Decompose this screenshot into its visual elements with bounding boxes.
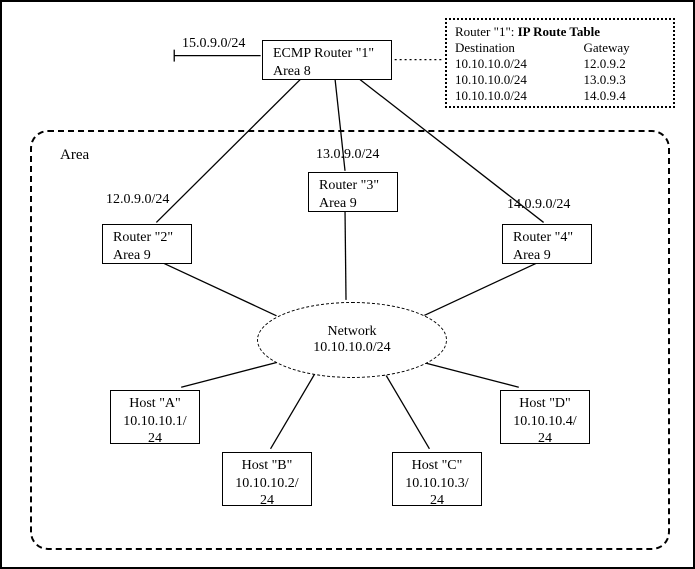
table-row: 10.10.10.0/24 12.0.9.2 xyxy=(455,56,665,72)
route-table-title-bold: IP Route Table xyxy=(518,24,600,39)
node-line: Area 9 xyxy=(513,247,581,265)
label-link-r4: 14.0.9.0/24 xyxy=(507,197,570,213)
route-table-header-dest: Destination xyxy=(455,40,565,56)
node-line: Router "4" xyxy=(513,229,581,247)
ip-route-table: Router "1": IP Route Table Destination G… xyxy=(445,18,675,108)
node-line: Area 8 xyxy=(273,63,381,81)
route-table-grid: Destination Gateway 10.10.10.0/24 12.0.9… xyxy=(455,40,665,104)
route-dest: 10.10.10.0/24 xyxy=(455,72,565,88)
table-row: Destination Gateway xyxy=(455,40,665,56)
node-line: Host "A" xyxy=(121,395,189,413)
route-gw: 14.0.9.4 xyxy=(565,88,665,104)
node-line: 24 xyxy=(403,492,471,510)
label-link-r2: 12.0.9.0/24 xyxy=(106,192,169,208)
route-table-header-gw: Gateway xyxy=(565,40,665,56)
route-gw: 12.0.9.2 xyxy=(565,56,665,72)
node-line: ECMP Router "1" xyxy=(273,45,381,63)
area-label: Area xyxy=(60,147,89,164)
node-line: 10.10.10.4/ xyxy=(511,413,579,431)
node-network: Network 10.10.10.0/24 xyxy=(257,302,447,378)
table-row: 10.10.10.0/24 14.0.9.4 xyxy=(455,88,665,104)
route-table-title: Router "1": IP Route Table xyxy=(455,24,665,40)
route-dest: 10.10.10.0/24 xyxy=(455,56,565,72)
label-external-net: 15.0.9.0/24 xyxy=(182,36,245,52)
node-line: Host "B" xyxy=(233,457,301,475)
node-line: 24 xyxy=(233,492,301,510)
node-router-2: Router "2" Area 9 xyxy=(102,224,192,264)
node-line: Host "D" xyxy=(511,395,579,413)
node-line: Host "C" xyxy=(403,457,471,475)
node-line: Network xyxy=(328,324,377,340)
node-line: 24 xyxy=(121,430,189,448)
diagram-canvas: Area 15.0.9.0/24 ECMP Router "1" Area 8 … xyxy=(0,0,695,569)
node-host-a: Host "A" 10.10.10.1/ 24 xyxy=(110,390,200,444)
node-line: 10.10.10.0/24 xyxy=(313,340,390,356)
node-router-3: Router "3" Area 9 xyxy=(308,172,398,212)
node-line: 10.10.10.2/ xyxy=(233,475,301,493)
node-line: Router "3" xyxy=(319,177,387,195)
node-line: 24 xyxy=(511,430,579,448)
route-table-title-prefix: Router "1": xyxy=(455,24,518,39)
node-host-b: Host "B" 10.10.10.2/ 24 xyxy=(222,452,312,506)
node-router-1: ECMP Router "1" Area 8 xyxy=(262,40,392,80)
node-line: 10.10.10.1/ xyxy=(121,413,189,431)
label-link-r3: 13.0.9.0/24 xyxy=(316,147,379,163)
node-host-c: Host "C" 10.10.10.3/ 24 xyxy=(392,452,482,506)
route-gw: 13.0.9.3 xyxy=(565,72,665,88)
route-dest: 10.10.10.0/24 xyxy=(455,88,565,104)
node-line: Area 9 xyxy=(319,195,387,213)
node-line: Area 9 xyxy=(113,247,181,265)
node-router-4: Router "4" Area 9 xyxy=(502,224,592,264)
node-line: Router "2" xyxy=(113,229,181,247)
table-row: 10.10.10.0/24 13.0.9.3 xyxy=(455,72,665,88)
node-line: 10.10.10.3/ xyxy=(403,475,471,493)
node-host-d: Host "D" 10.10.10.4/ 24 xyxy=(500,390,590,444)
